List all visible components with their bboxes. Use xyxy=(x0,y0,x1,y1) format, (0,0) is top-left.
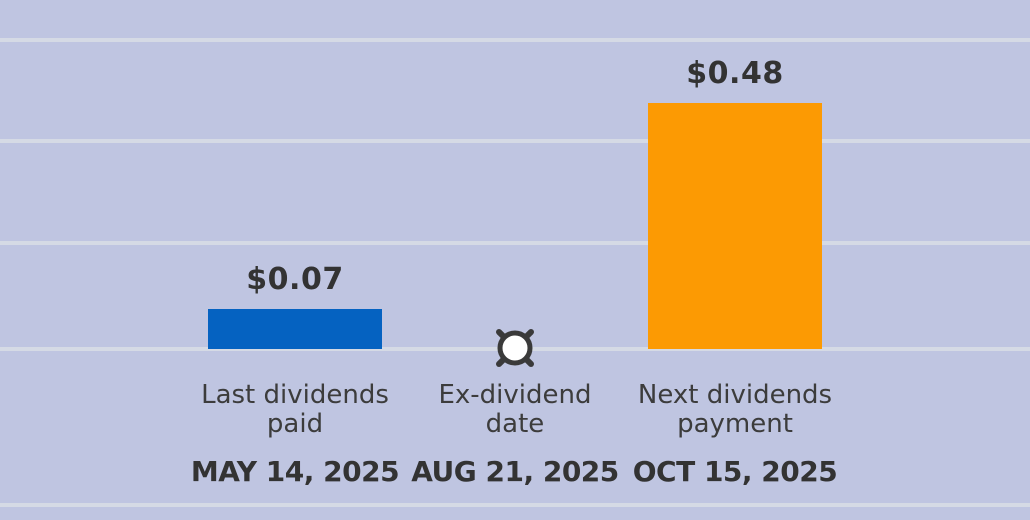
gridline-0-2 xyxy=(0,241,1030,245)
category-label-line: date xyxy=(485,409,545,439)
category-label-line: Last dividends xyxy=(201,380,389,410)
date-last-dividends: MAY 14, 2025 xyxy=(190,455,400,488)
category-label-line: Next dividends xyxy=(637,380,833,410)
next-dividends-value: $0.48 xyxy=(686,56,784,91)
last-dividends-value: $0.07 xyxy=(246,262,344,297)
category-label-next-dividends: Next dividends payment xyxy=(605,381,865,439)
date-next-dividends: OCT 15, 2025 xyxy=(632,455,838,488)
next-dividends-bar xyxy=(648,103,822,349)
last-dividends-bar xyxy=(208,309,382,349)
category-label-line: Ex-dividend xyxy=(438,380,592,410)
gridline-bottom xyxy=(0,503,1030,507)
ex-dividend-icon xyxy=(491,324,539,372)
category-label-ex-dividend: Ex-dividend date xyxy=(385,381,645,439)
category-label-last-dividends: Last dividends paid xyxy=(165,381,425,439)
gridline-0-4 xyxy=(0,139,1030,143)
category-label-line: payment xyxy=(677,409,793,439)
date-ex-dividend: AUG 21, 2025 xyxy=(411,455,619,488)
category-label-line: paid xyxy=(266,409,324,439)
gridline-0-6 xyxy=(0,38,1030,42)
